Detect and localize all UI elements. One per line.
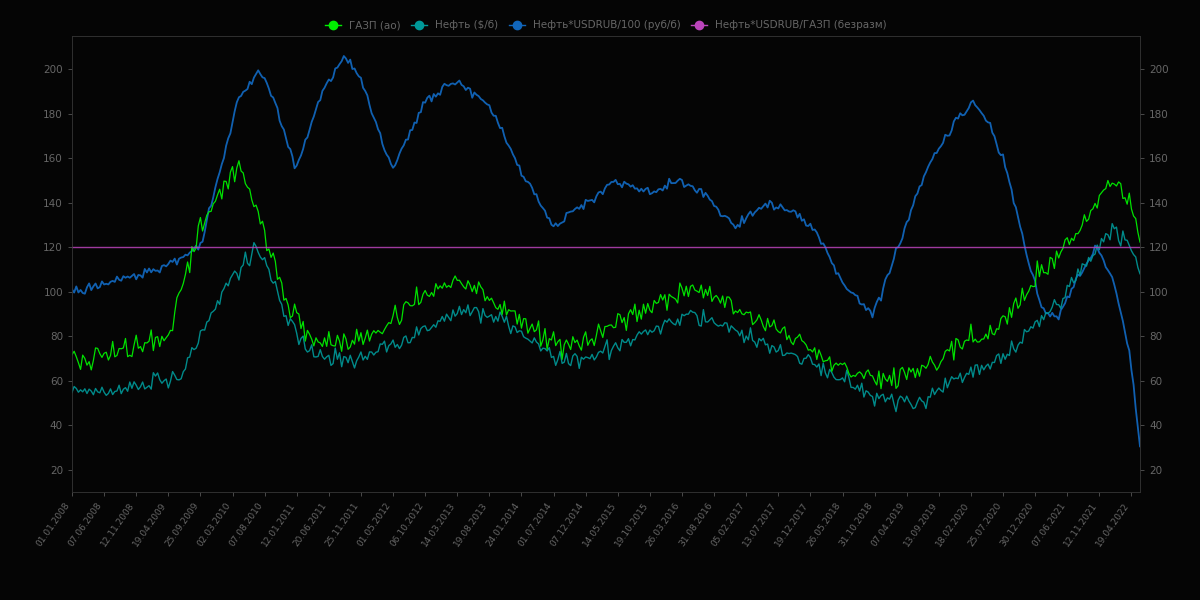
Legend: ГАЗП (ао), Нефть ($/б), Нефть*USDRUB/100 (руб/б), Нефть*USDRUB/ГАЗП (безразм): ГАЗП (ао), Нефть ($/б), Нефть*USDRUB/100… [322,16,890,34]
